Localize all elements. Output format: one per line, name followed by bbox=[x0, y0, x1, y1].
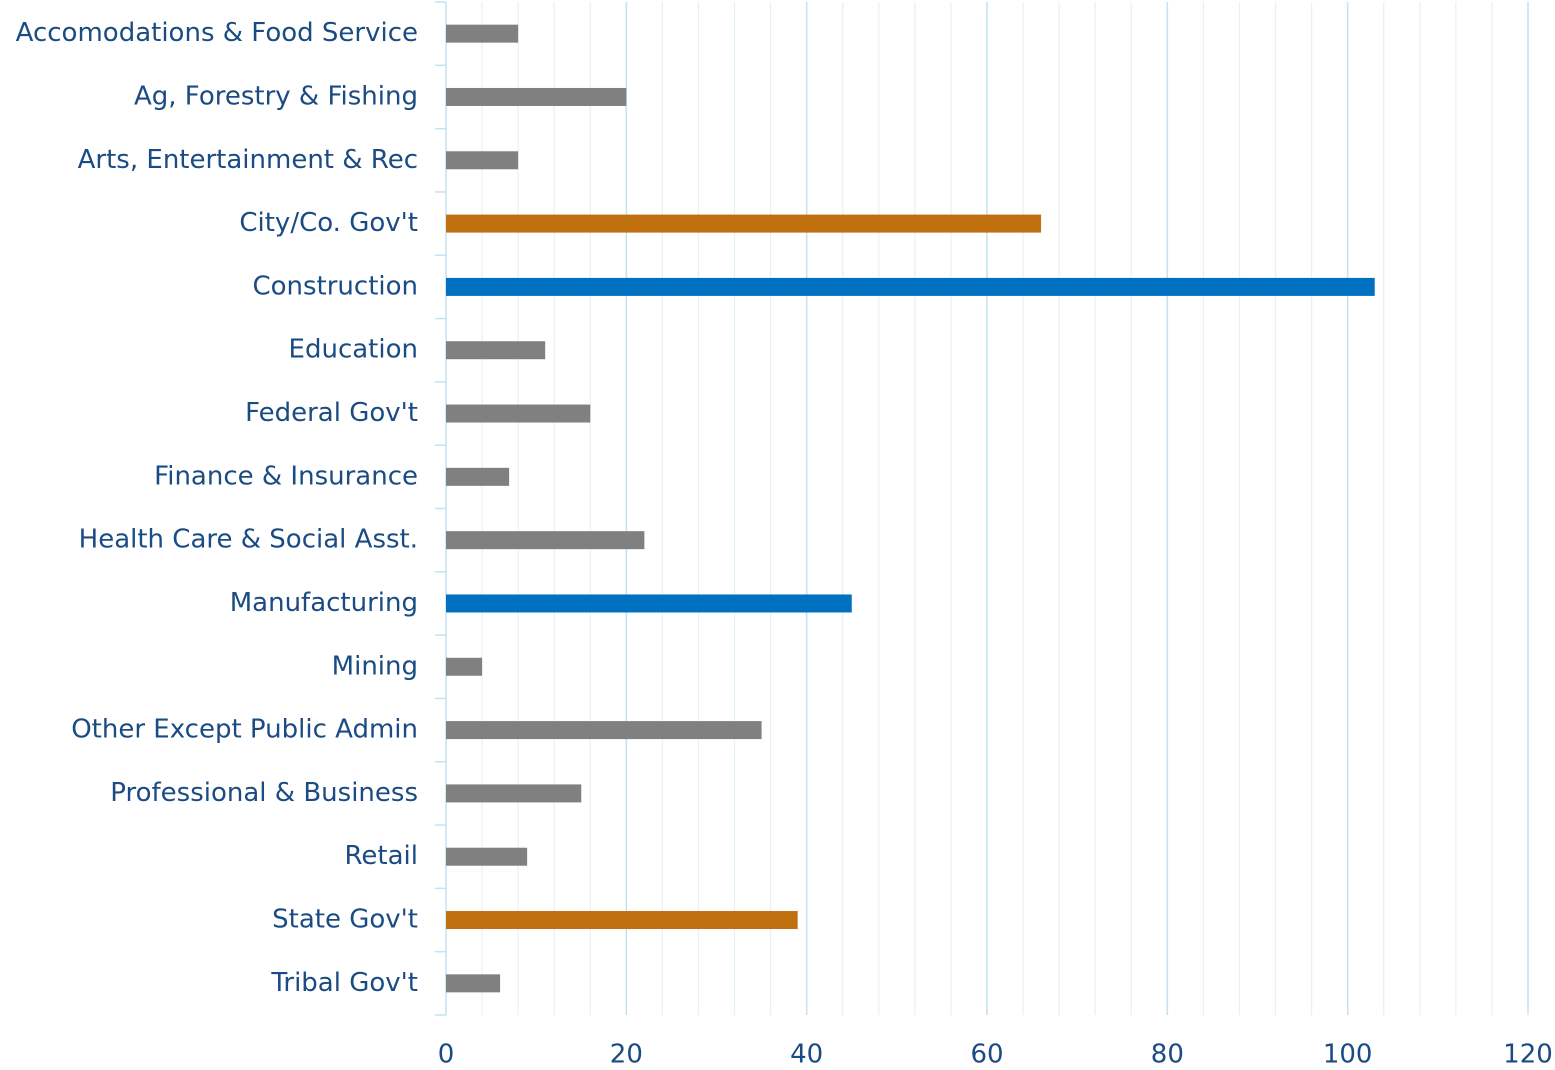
y-tick-label: Health Care & Social Asst. bbox=[79, 525, 418, 555]
x-tick-label: 40 bbox=[790, 1040, 823, 1070]
y-tick-label: Mining bbox=[332, 651, 418, 681]
bar bbox=[446, 594, 852, 613]
bar bbox=[446, 784, 582, 803]
bar bbox=[446, 911, 798, 930]
y-tick-label: Professional & Business bbox=[110, 778, 418, 808]
bar bbox=[446, 847, 528, 866]
y-tick-label: Arts, Entertainment & Rec bbox=[78, 145, 418, 175]
bar bbox=[446, 531, 645, 550]
bar bbox=[446, 467, 510, 486]
y-tick-label: Education bbox=[289, 335, 418, 365]
bar bbox=[446, 974, 501, 993]
bar bbox=[446, 214, 1042, 233]
x-tick-label: 100 bbox=[1323, 1040, 1373, 1070]
y-tick-label: Federal Gov't bbox=[245, 398, 418, 428]
bar bbox=[446, 277, 1375, 296]
y-tick-label: City/Co. Gov't bbox=[239, 208, 418, 238]
bar bbox=[446, 87, 627, 106]
y-tick-label: Tribal Gov't bbox=[270, 968, 418, 998]
y-tick-label: Other Except Public Admin bbox=[71, 715, 418, 745]
bar bbox=[446, 151, 519, 170]
y-tick-label: Ag, Forestry & Fishing bbox=[134, 81, 418, 111]
x-tick-label: 20 bbox=[610, 1040, 643, 1070]
x-tick-label: 80 bbox=[1151, 1040, 1184, 1070]
bar bbox=[446, 341, 546, 360]
x-tick-label: 120 bbox=[1503, 1040, 1553, 1070]
x-tick-label: 0 bbox=[438, 1040, 455, 1070]
x-tick-label: 60 bbox=[970, 1040, 1003, 1070]
y-tick-label: Finance & Insurance bbox=[154, 461, 418, 491]
y-tick-label: Accomodations & Food Service bbox=[16, 18, 418, 48]
y-tick-label: Construction bbox=[252, 271, 418, 301]
y-tick-label: State Gov't bbox=[272, 905, 418, 935]
bar bbox=[446, 721, 762, 740]
y-tick-label: Retail bbox=[345, 841, 418, 871]
bar bbox=[446, 404, 591, 423]
y-tick-label: Manufacturing bbox=[230, 588, 418, 618]
bar bbox=[446, 24, 519, 43]
bar bbox=[446, 657, 483, 676]
